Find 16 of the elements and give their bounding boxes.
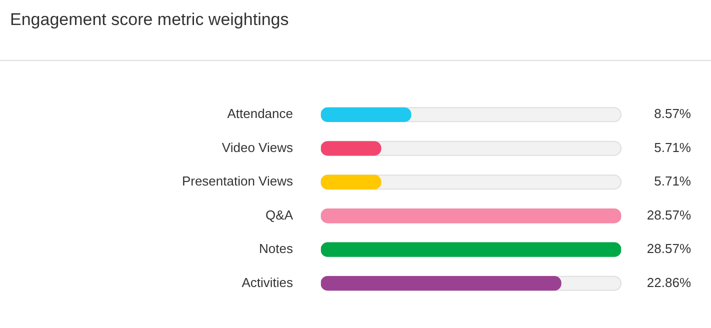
data-label: 28.57% [646, 207, 692, 222]
y-tick-label: Q&A [266, 207, 294, 222]
data-label: 5.71% [654, 174, 692, 189]
data-label: 5.71% [654, 140, 692, 155]
data-label: 28.57% [646, 241, 692, 256]
y-tick-label: Notes [259, 241, 294, 256]
bar [321, 107, 412, 122]
y-tick-label: Presentation Views [182, 174, 294, 189]
data-label: 8.57% [654, 106, 692, 122]
data-label: 22.86% [646, 274, 692, 290]
y-tick-label: Activities [242, 274, 294, 290]
y-tick-label: Video Views [222, 140, 294, 155]
bar [321, 141, 382, 156]
text: Engagement score metric weightings [10, 10, 289, 30]
bar [321, 174, 382, 190]
y-tick-label: Attendance [227, 106, 293, 122]
